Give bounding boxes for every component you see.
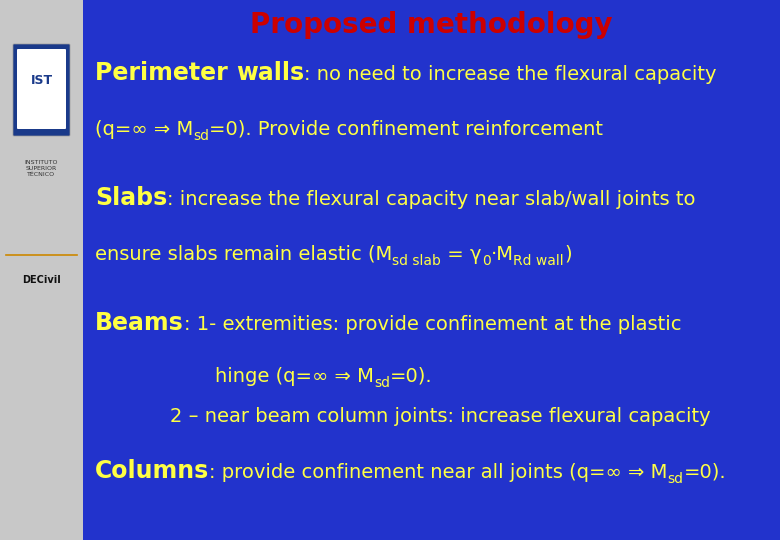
Text: ensure slabs remain elastic (M: ensure slabs remain elastic (M xyxy=(95,245,392,264)
Text: sd: sd xyxy=(668,472,683,486)
Text: 2 – near beam column joints: increase flexural capacity: 2 – near beam column joints: increase fl… xyxy=(170,407,711,426)
Text: : no need to increase the flexural capacity: : no need to increase the flexural capac… xyxy=(304,65,717,84)
Text: Rd wall: Rd wall xyxy=(513,254,564,268)
Text: INSTITUTO
SUPERIOR
TÉCNICO: INSTITUTO SUPERIOR TÉCNICO xyxy=(25,160,58,178)
Text: walls: walls xyxy=(236,61,304,85)
FancyBboxPatch shape xyxy=(13,44,70,136)
Text: Slabs: Slabs xyxy=(95,186,167,210)
Text: : increase the flexural capacity near slab/wall joints to: : increase the flexural capacity near sl… xyxy=(167,190,696,209)
Text: sd slab: sd slab xyxy=(392,254,441,268)
Bar xyxy=(0,0,83,540)
Text: =0). Provide confinement reinforcement: =0). Provide confinement reinforcement xyxy=(209,120,603,139)
FancyBboxPatch shape xyxy=(17,49,66,129)
Text: =0).: =0). xyxy=(683,463,726,482)
Text: DECivil: DECivil xyxy=(22,275,61,285)
Text: IST: IST xyxy=(30,73,52,86)
Text: sd: sd xyxy=(193,129,209,143)
Text: sd: sd xyxy=(374,376,390,390)
Text: Perimeter: Perimeter xyxy=(95,61,236,85)
Text: ·M: ·M xyxy=(491,245,513,264)
Text: : 1- extremities: provide confinement at the plastic: : 1- extremities: provide confinement at… xyxy=(184,315,681,334)
Text: ): ) xyxy=(564,245,572,264)
Text: : provide confinement near all joints (q=∞ ⇒ M: : provide confinement near all joints (q… xyxy=(209,463,668,482)
Text: 0: 0 xyxy=(481,254,491,268)
Text: =0).: =0). xyxy=(390,367,432,386)
Text: = γ: = γ xyxy=(441,245,481,264)
Text: (q=∞ ⇒ M: (q=∞ ⇒ M xyxy=(95,120,193,139)
Text: Beams: Beams xyxy=(95,311,184,335)
Text: Columns: Columns xyxy=(95,459,209,483)
Text: Proposed methodology: Proposed methodology xyxy=(250,11,613,39)
Text: hinge (q=∞ ⇒ M: hinge (q=∞ ⇒ M xyxy=(215,367,374,386)
